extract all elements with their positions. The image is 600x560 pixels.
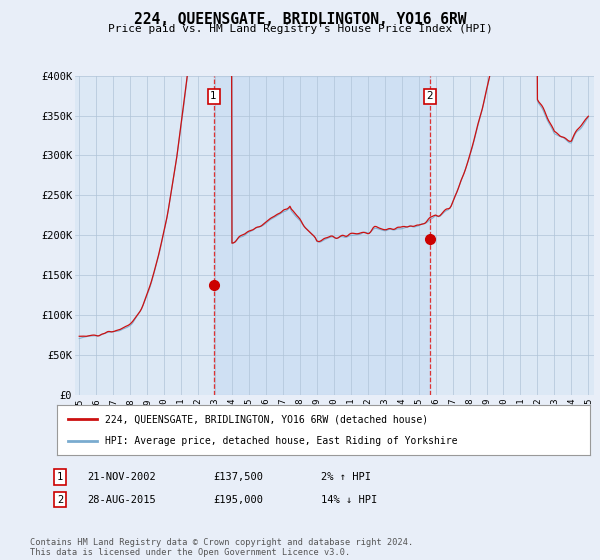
Text: Price paid vs. HM Land Registry's House Price Index (HPI): Price paid vs. HM Land Registry's House …	[107, 24, 493, 34]
Bar	[214, 76, 430, 395]
Text: 2: 2	[427, 91, 433, 101]
Text: Contains HM Land Registry data © Crown copyright and database right 2024.
This d: Contains HM Land Registry data © Crown c…	[30, 538, 413, 557]
Text: 1: 1	[57, 472, 63, 482]
Text: £137,500: £137,500	[213, 472, 263, 482]
Text: 28-AUG-2015: 28-AUG-2015	[87, 494, 156, 505]
Text: 14% ↓ HPI: 14% ↓ HPI	[321, 494, 377, 505]
Text: 21-NOV-2002: 21-NOV-2002	[87, 472, 156, 482]
Text: £195,000: £195,000	[213, 494, 263, 505]
Text: HPI: Average price, detached house, East Riding of Yorkshire: HPI: Average price, detached house, East…	[105, 436, 457, 446]
Text: 224, QUEENSGATE, BRIDLINGTON, YO16 6RW: 224, QUEENSGATE, BRIDLINGTON, YO16 6RW	[134, 12, 466, 27]
Text: 2% ↑ HPI: 2% ↑ HPI	[321, 472, 371, 482]
Text: 2: 2	[57, 494, 63, 505]
Text: 224, QUEENSGATE, BRIDLINGTON, YO16 6RW (detached house): 224, QUEENSGATE, BRIDLINGTON, YO16 6RW (…	[105, 414, 428, 424]
Text: 1: 1	[210, 91, 217, 101]
